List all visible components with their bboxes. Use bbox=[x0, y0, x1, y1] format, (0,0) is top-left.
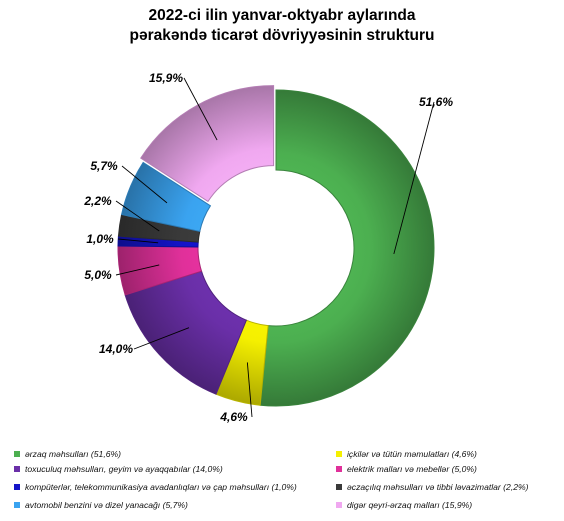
leader-line bbox=[115, 264, 160, 276]
legend-label: əczaçılıq məhsulları və tibbi ləvazimatl… bbox=[347, 482, 529, 492]
legend-item: toxuculuq məhsulları, geyim və ayaqqabıl… bbox=[14, 464, 223, 474]
donut-slice bbox=[140, 85, 275, 203]
leader-line bbox=[117, 238, 159, 244]
leader-line bbox=[393, 101, 435, 255]
legend-label: kompüterlər, telekommunikasiya avadanlıq… bbox=[25, 482, 297, 492]
data-label: 2,2% bbox=[83, 194, 112, 208]
donut-slice bbox=[259, 89, 435, 407]
data-label: 51,6% bbox=[419, 95, 453, 109]
leader-line bbox=[121, 165, 168, 204]
leader-line bbox=[115, 200, 160, 232]
legend-label: ərzaq məhsulları (51,6%) bbox=[25, 449, 122, 459]
chart-title-line1: 2022-ci ilin yanvar-oktyabr aylarında bbox=[148, 7, 416, 24]
legend-swatch bbox=[14, 502, 20, 508]
legend-swatch bbox=[14, 466, 20, 472]
legend-swatch bbox=[336, 484, 342, 490]
legend-label: avtomobil benzini və dizel yanacağı (5,7… bbox=[25, 500, 188, 510]
data-label: 5,0% bbox=[84, 268, 112, 282]
legend-item: elektrik malları və mebellər (5,0%) bbox=[336, 464, 477, 474]
data-label: 15,9% bbox=[149, 71, 183, 85]
chart-title-line2: pərakəndə ticarət dövriyyəsinin struktur… bbox=[129, 27, 435, 44]
legend-label: içkilər və tütün məmulatları (4,6%) bbox=[347, 449, 477, 459]
legend-item: içkilər və tütün məmulatları (4,6%) bbox=[336, 449, 477, 459]
legend-label: elektrik malları və mebellər (5,0%) bbox=[347, 464, 477, 474]
legend-swatch bbox=[336, 451, 342, 457]
legend-label: digər qeyri-ərzaq malları (15,9%) bbox=[347, 500, 473, 510]
legend-item: kompüterlər, telekommunikasiya avadanlıq… bbox=[14, 482, 297, 492]
data-label: 1,0% bbox=[86, 232, 114, 246]
legend-item: əczaçılıq məhsulları və tibbi ləvazimatl… bbox=[336, 482, 529, 492]
legend-item: digər qeyri-ərzaq malları (15,9%) bbox=[336, 500, 472, 510]
leader-line bbox=[183, 77, 218, 141]
data-label: 5,7% bbox=[90, 159, 118, 173]
data-label: 14,0% bbox=[99, 342, 133, 356]
legend-label: toxuculuq məhsulları, geyim və ayaqqabıl… bbox=[25, 464, 223, 474]
leader-line bbox=[133, 327, 190, 350]
donut-slice bbox=[120, 161, 212, 233]
legend-item: avtomobil benzini və dizel yanacağı (5,7… bbox=[14, 500, 188, 510]
legend-swatch bbox=[14, 484, 20, 490]
legend-swatch bbox=[14, 451, 20, 457]
legend-swatch bbox=[336, 502, 342, 508]
data-label: 4,6% bbox=[219, 410, 248, 424]
legend-item: ərzaq məhsulları (51,6%) bbox=[14, 449, 121, 459]
legend-swatch bbox=[336, 466, 342, 472]
leader-line bbox=[246, 362, 253, 418]
